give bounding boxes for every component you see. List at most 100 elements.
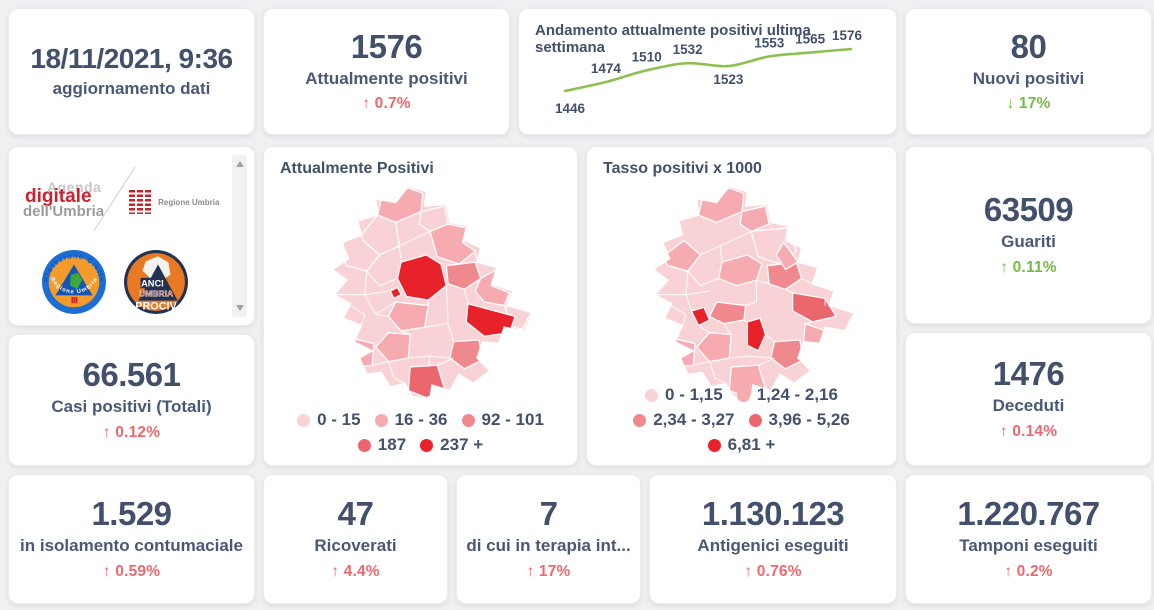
- legend-label: 3,96 - 5,26: [768, 410, 850, 429]
- trend-chart-title: Andamento attualmente positivi ultima se…: [535, 22, 811, 56]
- card-map-attualmente-positivi: Attualmente Positivi: [263, 146, 578, 466]
- scroll-down-icon[interactable]: [235, 305, 244, 311]
- trend-point-label: 1510: [632, 49, 662, 64]
- stat-value: 47: [337, 495, 374, 533]
- legend-dot-icon: [461, 413, 475, 427]
- trend-point-label: 1523: [713, 72, 744, 87]
- stat-delta: ↑ 0.11%: [1000, 258, 1057, 276]
- legend-dot-icon: [297, 413, 311, 427]
- card-attualmente-positivi: 1576 Attualmente positivi ↑ 0.7%: [263, 8, 510, 135]
- agenda-logo-line3: dell'Umbria: [23, 202, 105, 220]
- card-antigenici-eseguiti: 1.130.123 Antigenici eseguiti ↑ 0.76%: [649, 474, 897, 604]
- card-guariti: 63509 Guariti ↑ 0.11%: [905, 146, 1152, 324]
- protezione-civile-logo: Protezione Civile Regione Umbria: [41, 250, 106, 314]
- trend-point-label: 1565: [795, 32, 826, 47]
- logos-scrollbar[interactable]: [232, 155, 247, 317]
- stat-delta: ↑ 0.12%: [102, 423, 161, 441]
- legend-item: 1,24 - 2,16: [736, 385, 838, 405]
- trend-point-label: 1532: [673, 42, 703, 57]
- card-casi-positivi-totali: 66.561 Casi positivi (Totali) ↑ 0.12%: [8, 334, 255, 466]
- stat-label: Antigenici eseguiti: [697, 536, 849, 556]
- stat-label: Deceduti: [992, 396, 1065, 416]
- card-terapia-intensiva: 7 di cui in terapia int... ↑ 17%: [456, 474, 641, 604]
- agenda-logo-line2: digitale: [25, 185, 92, 207]
- legend-label: 6,81 +: [727, 435, 776, 454]
- card-logos: Agenda digitale dell'Umbria Regione Umbr…: [8, 146, 255, 326]
- legend-dot-icon: [736, 388, 750, 402]
- legend-item: 187: [357, 435, 407, 455]
- trend-point-label: 1553: [754, 35, 785, 50]
- prociv-text: PROCIV: [135, 300, 177, 312]
- stat-label: Nuovi positivi: [972, 68, 1085, 88]
- stat-value: 1.130.123: [701, 495, 845, 533]
- stat-label: Guariti: [1001, 232, 1056, 252]
- card-trend-chart: Andamento attualmente positivi ultima se…: [518, 8, 897, 135]
- trend-point-label: 1474: [591, 61, 622, 76]
- legend-dot-icon: [633, 413, 647, 427]
- map-legend: 0 - 1,15 1,24 - 2,16 2,34 - 3,27 3,96 - 5,2…: [587, 385, 896, 455]
- legend-dot-icon: [420, 438, 434, 452]
- map-title: Attualmente Positivi: [280, 160, 434, 177]
- logos-bottom-row: Protezione Civile Regione Umbria ANCI UM…: [41, 249, 228, 315]
- stat-delta: ↑ 0.7%: [362, 95, 411, 113]
- legend-label: 0 - 1,15: [665, 385, 723, 404]
- scroll-up-icon[interactable]: [235, 161, 244, 167]
- legend-dot-icon: [748, 413, 762, 427]
- stat-label: in isolamento contumaciale: [20, 536, 243, 556]
- legend-item: 0 - 1,15: [645, 385, 723, 405]
- legend-label: 237 +: [440, 435, 484, 454]
- choropleth-map-tasso-positivi[interactable]: [606, 179, 878, 405]
- stat-value: 1.529: [91, 495, 172, 533]
- stat-delta: ↑ 17%: [526, 562, 571, 580]
- card-ricoverati: 47 Ricoverati ↑ 4.4%: [263, 474, 448, 604]
- stat-delta: ↓ 17%: [1006, 95, 1051, 113]
- map-legend: 0 - 15 16 - 36 92 - 101 187 237 +: [264, 410, 577, 455]
- trend-point-label: 1446: [555, 101, 586, 116]
- card-nuovi-positivi: 80 Nuovi positivi ↓ 17%: [905, 8, 1152, 135]
- legend-item: 92 - 101: [461, 410, 544, 430]
- regione-umbria-logo: Regione Umbria: [129, 190, 219, 214]
- agenda-logo-line1: Agenda: [47, 178, 102, 195]
- card-tamponi-eseguiti: 1.220.767 Tamponi eseguiti ↑ 0.2%: [905, 474, 1152, 604]
- anci-umbria-text: UMBRIA: [139, 288, 174, 298]
- stat-label: Ricoverati: [314, 536, 397, 556]
- trend-point-label: 1576: [832, 28, 863, 43]
- legend-item: 2,34 - 3,27: [633, 410, 735, 430]
- stat-label: Casi positivi (Totali): [51, 397, 212, 417]
- stat-delta: ↑ 0.2%: [1004, 562, 1053, 580]
- legend-dot-icon: [707, 438, 721, 452]
- stat-value: 1576: [350, 27, 423, 65]
- stat-value: 66.561: [82, 356, 181, 394]
- stat-label: di cui in terapia int...: [466, 536, 631, 556]
- stat-value: 63509: [983, 191, 1074, 229]
- anci-prociv-logo: ANCI UMBRIA PROCIV: [124, 250, 188, 314]
- legend-label: 92 - 101: [481, 410, 544, 429]
- stat-delta: ↑ 0.76%: [744, 562, 802, 580]
- stat-value: 7: [539, 495, 558, 533]
- legend-dot-icon: [645, 388, 659, 402]
- card-deceduti: 1476 Deceduti ↑ 0.14%: [905, 332, 1152, 466]
- legend-item: 6,81 +: [707, 435, 776, 455]
- legend-label: 1,24 - 2,16: [756, 385, 838, 404]
- legend-dot-icon: [357, 438, 371, 452]
- trend-line-chart[interactable]: 1446 1474 1510 1532 1523 1553 1565 1576: [519, 28, 898, 131]
- stat-label: Attualmente positivi: [305, 68, 468, 88]
- card-isolamento-contumaciale: 1.529 in isolamento contumaciale ↑ 0.59%: [8, 474, 255, 604]
- stat-value: 1.220.767: [957, 495, 1100, 533]
- card-data-update: 18/11/2021, 9:36 aggiornamento dati: [8, 8, 255, 135]
- stat-delta: ↑ 4.4%: [331, 562, 380, 580]
- legend-item: 0 - 15: [297, 410, 361, 430]
- legend-label: 2,34 - 3,27: [653, 410, 735, 429]
- stat-label: Tamponi eseguiti: [959, 536, 1098, 556]
- anci-text: ANCI: [141, 278, 164, 288]
- regione-umbria-bars-icon: [129, 190, 152, 214]
- regione-umbria-label: Regione Umbria: [158, 197, 220, 207]
- choropleth-map-attualmente-positivi[interactable]: [285, 179, 557, 405]
- legend-label: 0 - 15: [317, 410, 361, 429]
- legend-label: 187: [377, 435, 407, 454]
- stat-value: 1476: [992, 355, 1065, 393]
- card-map-tasso-positivi: Tasso positivi x 1000: [586, 146, 897, 466]
- legend-item: 237 +: [420, 435, 483, 455]
- update-label: aggiornamento dati: [52, 78, 211, 98]
